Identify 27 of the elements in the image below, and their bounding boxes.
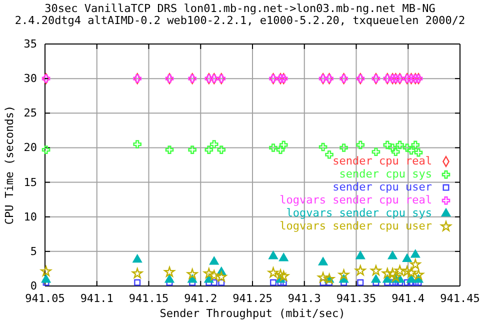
y-tick-label: 10 (24, 210, 37, 224)
y-tick-label: 30 (24, 72, 37, 86)
x-tick-label: 941.15 (128, 292, 169, 305)
legend-label: sender cpu sys (339, 168, 432, 181)
legend-label: logvars sender cpu real (280, 194, 432, 207)
x-tick-label: 941.35 (336, 292, 376, 305)
legend-label: sender cpu real (332, 154, 432, 168)
y-tick-label: 0 (30, 280, 37, 293)
y-tick-label: 20 (24, 141, 37, 154)
y-tick-label: 35 (24, 38, 37, 51)
chart-subtitle: 2.4.20dtg4 altAIMD-0.2 web100-2.2.1, e1000-5.2.20, txqueuelen 2000/2 (14, 14, 466, 27)
x-tick-label: 941.3 (288, 292, 321, 305)
x-tick-label: 941.2 (184, 292, 218, 305)
legend-label: logvars sender cpu sys (286, 206, 432, 220)
y-tick-label: 15 (24, 176, 37, 189)
y-tick-label: 5 (30, 244, 37, 258)
legend-label: logvars sender cpu user (280, 220, 432, 233)
x-tick-label: 941.45 (440, 292, 480, 305)
x-axis-title: Sender Throughput (mbit/sec) (160, 307, 346, 320)
x-tick-label: 941.4 (392, 292, 426, 305)
y-tick-label: 25 (24, 106, 37, 120)
x-tick-label: 941.25 (232, 292, 272, 305)
x-tick-label: 941.05 (25, 292, 65, 305)
chart-title: 30sec VanillaTCP DRS lon01.mb-ng.net->lon03.mb-ng.net MB-NG (44, 2, 436, 15)
x-tick-label: 941.1 (80, 292, 114, 305)
legend-label: sender cpu user (332, 180, 432, 194)
y-axis-title: CPU Time (seconds) (3, 105, 16, 225)
